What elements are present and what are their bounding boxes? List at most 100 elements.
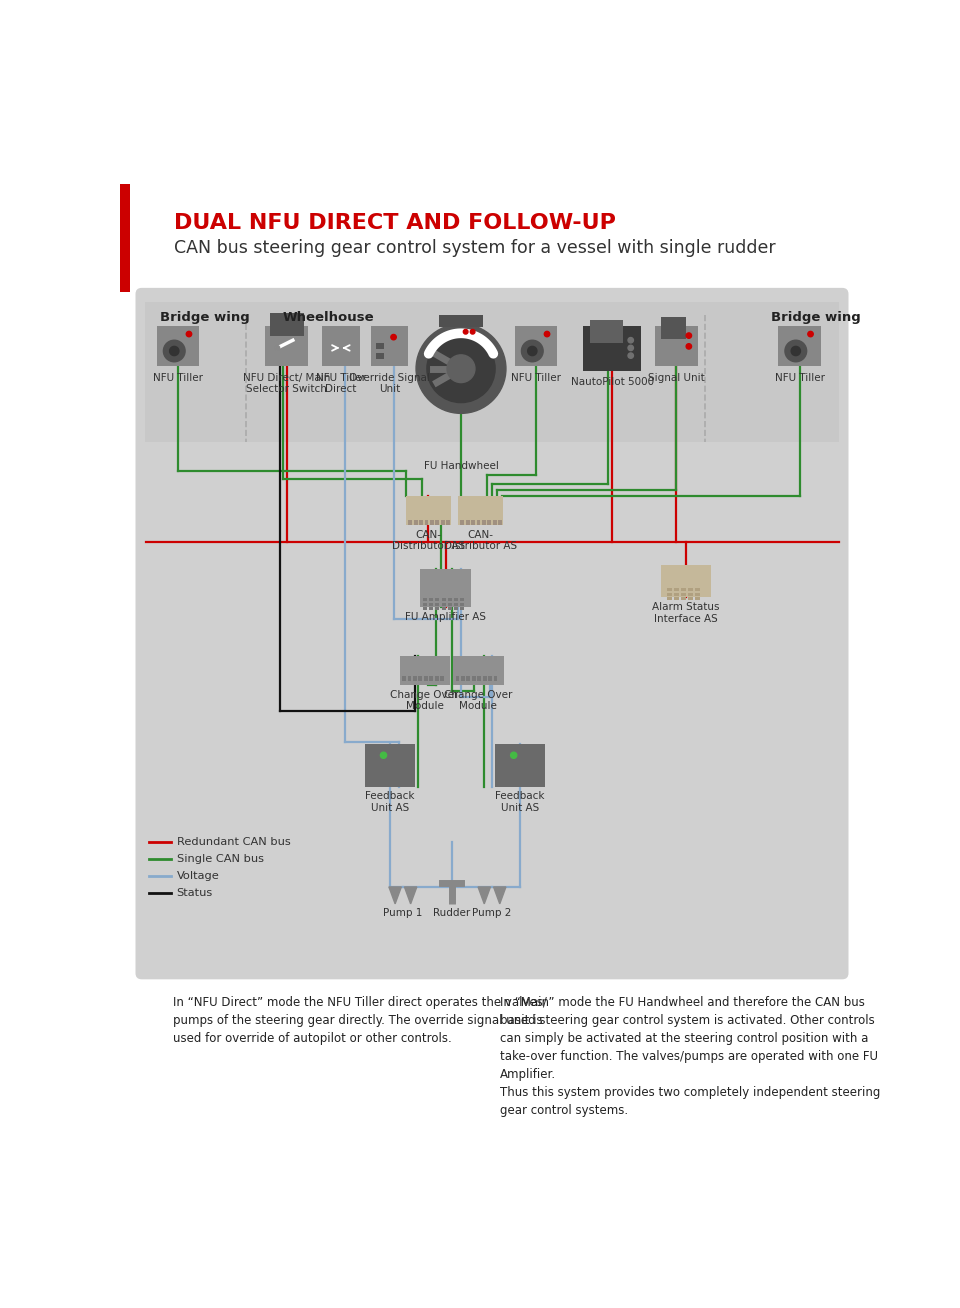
Bar [471, 521, 475, 525]
Bar [466, 521, 469, 525]
Circle shape [521, 340, 543, 362]
Bar [447, 598, 452, 602]
Bar [456, 676, 460, 680]
Circle shape [791, 347, 801, 356]
Bar [429, 598, 433, 602]
Circle shape [163, 340, 185, 362]
Text: Override Signal
Unit: Override Signal Unit [349, 373, 430, 394]
Bar [590, 320, 623, 343]
Text: Status: Status [177, 888, 213, 899]
Bar [436, 603, 440, 606]
Text: Pump 1: Pump 1 [383, 908, 422, 918]
Bar [681, 593, 685, 596]
Bar [667, 589, 672, 591]
Bar [372, 327, 408, 366]
Circle shape [416, 324, 506, 413]
Circle shape [464, 330, 468, 334]
Bar [688, 593, 693, 596]
Bar [429, 676, 433, 680]
Bar [408, 521, 412, 525]
Text: NFU Direct/ Main
Selector Switch: NFU Direct/ Main Selector Switch [243, 373, 330, 394]
Circle shape [427, 335, 495, 403]
Bar [375, 353, 383, 358]
Bar [458, 496, 503, 525]
Text: Bridge wing: Bridge wing [160, 311, 250, 324]
Text: Pump 2: Pump 2 [472, 908, 512, 918]
Circle shape [628, 345, 634, 351]
Text: DUAL NFU DIRECT AND FOLLOW-UP: DUAL NFU DIRECT AND FOLLOW-UP [175, 213, 616, 233]
Circle shape [544, 331, 550, 336]
Bar [430, 521, 434, 525]
Bar [423, 603, 427, 606]
Bar [674, 598, 679, 600]
Circle shape [628, 353, 634, 358]
Bar [446, 521, 450, 525]
Bar [493, 676, 497, 680]
Bar [406, 496, 451, 525]
Bar [419, 676, 422, 680]
Text: NautoPilot 5000: NautoPilot 5000 [570, 377, 654, 387]
Bar [660, 565, 711, 598]
Bar [674, 589, 679, 591]
Bar [442, 603, 445, 606]
Bar [476, 521, 480, 525]
Bar [399, 655, 450, 685]
Text: Rudder: Rudder [433, 908, 470, 918]
Bar [454, 607, 458, 611]
Polygon shape [478, 887, 491, 904]
Bar [488, 521, 492, 525]
Bar [667, 593, 672, 596]
Text: Alarm Status
Interface AS: Alarm Status Interface AS [652, 602, 719, 624]
Bar [447, 603, 452, 606]
Bar [460, 598, 464, 602]
Bar [265, 327, 308, 366]
Circle shape [391, 335, 396, 340]
Bar [429, 607, 433, 611]
Circle shape [686, 334, 691, 339]
Text: Redundant CAN bus: Redundant CAN bus [177, 837, 290, 848]
Bar [688, 598, 693, 600]
Bar [435, 676, 439, 680]
Bar [420, 521, 423, 525]
Bar [695, 589, 700, 591]
Bar [441, 521, 444, 525]
Text: Change Over
Module: Change Over Module [391, 689, 459, 712]
Bar [467, 676, 470, 680]
Bar [488, 676, 492, 680]
Text: FU Amplifier AS: FU Amplifier AS [405, 612, 486, 623]
Text: Change Over
Module: Change Over Module [444, 689, 513, 712]
Text: CAN-
Distributor AS: CAN- Distributor AS [444, 530, 516, 551]
Bar [375, 343, 383, 349]
Bar [655, 327, 698, 366]
Bar [120, 184, 130, 292]
Bar [660, 317, 685, 339]
Bar [477, 676, 481, 680]
Bar [423, 676, 427, 680]
Bar [584, 327, 641, 371]
Text: CAN bus steering gear control system for a vessel with single rudder: CAN bus steering gear control system for… [175, 238, 776, 256]
Circle shape [275, 345, 279, 351]
Bar [483, 676, 487, 680]
Bar [779, 327, 821, 366]
Text: Single CAN bus: Single CAN bus [177, 854, 264, 865]
Bar [515, 327, 558, 366]
Bar [453, 655, 504, 685]
Text: FU Handwheel: FU Handwheel [423, 462, 498, 471]
Text: NFU Tiller: NFU Tiller [154, 373, 204, 382]
Circle shape [170, 347, 179, 356]
Text: Wheelhouse: Wheelhouse [283, 311, 374, 324]
Circle shape [807, 331, 813, 336]
Polygon shape [404, 887, 417, 904]
Bar [423, 598, 427, 602]
Bar [472, 676, 476, 680]
Circle shape [785, 340, 806, 362]
Circle shape [511, 752, 516, 759]
Text: In “Main” mode the FU Handwheel and therefore the CAN bus
based steering gear co: In “Main” mode the FU Handwheel and ther… [500, 997, 880, 1117]
Circle shape [447, 354, 475, 382]
Bar [413, 676, 417, 680]
Circle shape [470, 330, 475, 334]
Bar [408, 676, 412, 680]
Bar [270, 313, 303, 336]
Bar [423, 607, 427, 611]
Text: Feedback
Unit AS: Feedback Unit AS [365, 791, 415, 814]
